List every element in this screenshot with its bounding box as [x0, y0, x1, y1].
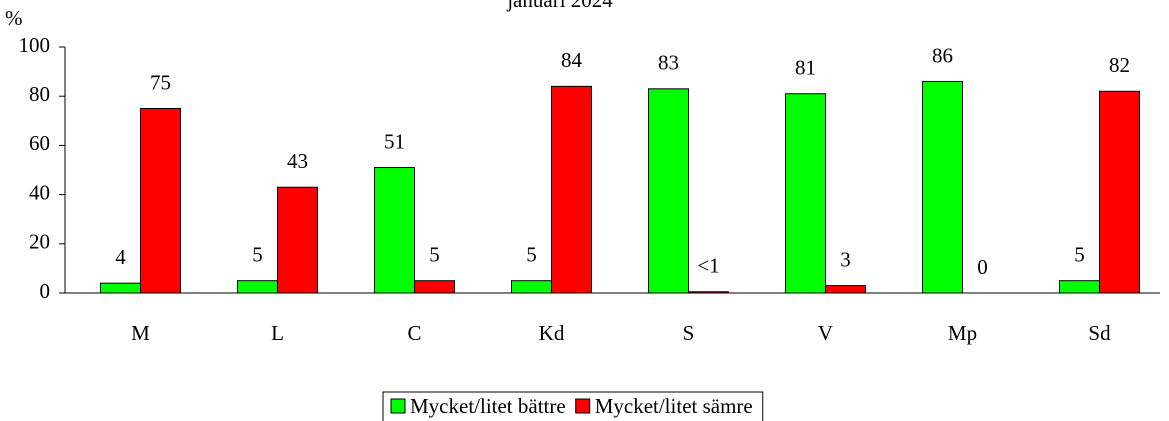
legend-swatch — [390, 398, 406, 414]
bar — [785, 93, 826, 294]
legend-swatch — [575, 398, 591, 414]
value-label: 5 — [252, 243, 263, 267]
bar — [825, 285, 866, 294]
x-tick-label: V — [818, 321, 833, 345]
value-label: 4 — [115, 245, 126, 269]
y-tick-label: 100 — [19, 33, 51, 57]
bar — [1099, 90, 1140, 294]
bar — [688, 291, 729, 294]
legend-box — [382, 391, 764, 421]
value-label: 5 — [1074, 243, 1085, 267]
y-tick-label: 60 — [29, 131, 50, 155]
bar — [374, 167, 415, 294]
value-label: 75 — [150, 70, 171, 94]
value-label: 43 — [287, 149, 308, 173]
value-label: 0 — [977, 255, 988, 279]
bar — [551, 85, 592, 294]
x-tick-label: M — [131, 321, 150, 345]
value-label: 5 — [429, 243, 440, 267]
bar — [277, 186, 318, 294]
chart-title: januari 2024 — [506, 0, 613, 12]
legend-label: Mycket/litet sämre — [595, 394, 753, 418]
bar — [100, 282, 141, 294]
value-label: 51 — [384, 129, 405, 153]
bar — [511, 280, 552, 294]
value-label: 82 — [1109, 53, 1130, 77]
value-label: 3 — [840, 247, 851, 271]
y-axis-label: % — [5, 6, 23, 30]
x-tick-label: Sd — [1088, 321, 1111, 345]
bar — [140, 108, 181, 294]
y-tick-label: 40 — [29, 180, 50, 204]
x-tick-label: Mp — [948, 321, 977, 345]
value-label: 86 — [932, 43, 953, 67]
value-label: 83 — [658, 51, 679, 75]
value-label: 84 — [561, 48, 583, 72]
legend-label: Mycket/litet bättre — [410, 394, 566, 418]
bar — [648, 88, 689, 294]
bar — [237, 280, 278, 294]
value-label: <1 — [697, 254, 719, 278]
x-tick-label: S — [683, 321, 695, 345]
bar — [922, 80, 963, 294]
value-label: 5 — [526, 243, 537, 267]
x-tick-label: Kd — [539, 321, 565, 345]
y-tick-label: 0 — [40, 279, 51, 303]
y-tick-label: 80 — [29, 82, 50, 106]
x-tick-label: L — [271, 321, 284, 345]
bar — [414, 280, 455, 294]
y-tick-label: 20 — [29, 230, 50, 254]
bar — [1059, 280, 1100, 294]
value-label: 81 — [795, 56, 816, 80]
x-tick-label: C — [407, 321, 421, 345]
